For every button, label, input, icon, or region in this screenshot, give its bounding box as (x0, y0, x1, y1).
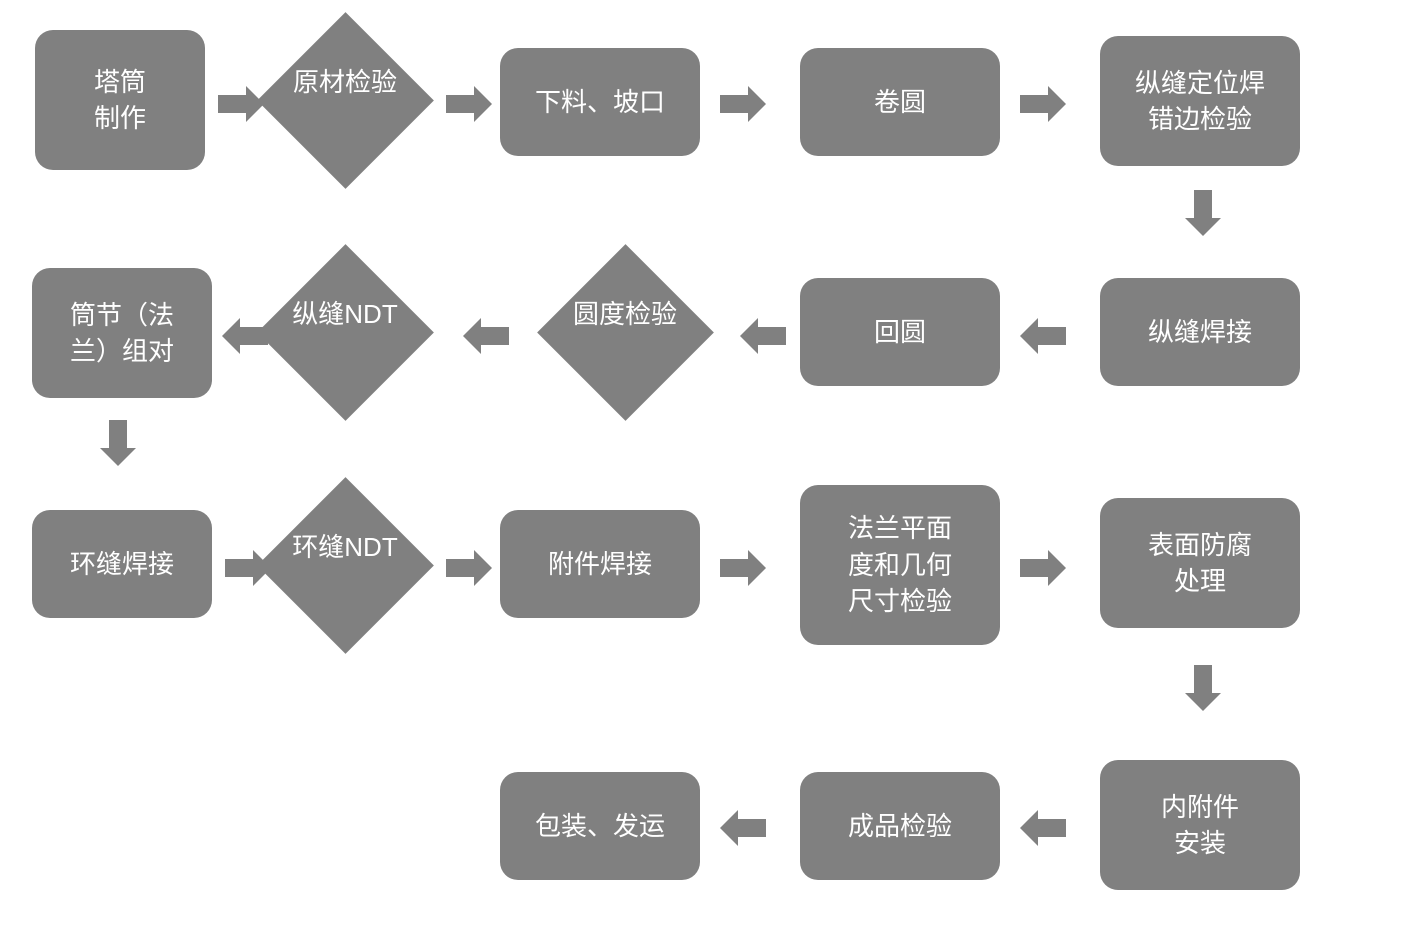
flowchart-node-n17: 成品检验 (800, 772, 1000, 880)
node-label: 卷圆 (874, 84, 926, 120)
node-label: 环缝NDT (275, 529, 415, 565)
node-label: 纵缝定位焊错边检验 (1135, 65, 1265, 138)
node-label: 附件焊接 (548, 546, 652, 582)
node-label: 成品检验 (848, 808, 952, 844)
node-label: 下料、坡口 (535, 84, 665, 120)
flowchart-node-n18: 包装、发运 (500, 772, 700, 880)
flowchart-node-n10: 筒节（法兰）组对 (32, 268, 212, 398)
flowchart-arrow-n5-n6 (1185, 190, 1221, 236)
node-label: 环缝焊接 (70, 546, 174, 582)
node-label: 纵缝NDT (275, 296, 415, 332)
flowchart-node-n14: 法兰平面度和几何尺寸检验 (800, 485, 1000, 645)
flowchart-arrow-n10-n11 (100, 420, 136, 466)
flowchart-node-n16: 内附件安装 (1100, 760, 1300, 890)
flowchart-node-n1: 塔筒制作 (35, 30, 205, 170)
flowchart-arrow-n1-n2 (218, 86, 264, 122)
flowchart-arrow-n12-n13 (446, 550, 492, 586)
node-label: 包装、发运 (535, 808, 665, 844)
flowchart-arrow-n8-n9 (463, 318, 509, 354)
node-label: 内附件安装 (1161, 789, 1239, 862)
flowchart-arrow-n6-n7 (1020, 318, 1066, 354)
flowchart-arrow-n9-n10 (222, 318, 268, 354)
flowchart-arrow-n3-n4 (720, 86, 766, 122)
flowchart-node-n3: 下料、坡口 (500, 48, 700, 156)
flowchart-arrow-n4-n5 (1020, 86, 1066, 122)
flowchart-node-n5: 纵缝定位焊错边检验 (1100, 36, 1300, 166)
flowchart-arrow-n7-n8 (740, 318, 786, 354)
node-label: 原材检验 (275, 64, 415, 100)
flowchart-node-n6: 纵缝焊接 (1100, 278, 1300, 386)
flowchart-canvas: 塔筒制作 原材检验下料、坡口 卷圆 纵缝定位焊错边检验纵缝焊接 回圆 圆度检验 纵缝NDT 筒… (0, 0, 1424, 943)
flowchart-arrow-n17-n18 (720, 810, 766, 846)
node-label: 法兰平面度和几何尺寸检验 (848, 510, 952, 619)
node-label: 筒节（法兰）组对 (70, 297, 174, 370)
flowchart-node-n7: 回圆 (800, 278, 1000, 386)
flowchart-arrow-n14-n15 (1020, 550, 1066, 586)
node-label: 圆度检验 (555, 296, 695, 332)
flowchart-arrow-n2-n3 (446, 86, 492, 122)
node-label: 塔筒制作 (94, 64, 146, 137)
flowchart-node-n11: 环缝焊接 (32, 510, 212, 618)
node-label: 纵缝焊接 (1148, 314, 1252, 350)
flowchart-node-n13: 附件焊接 (500, 510, 700, 618)
flowchart-node-n15: 表面防腐处理 (1100, 498, 1300, 628)
node-label: 回圆 (874, 314, 926, 350)
flowchart-arrow-n11-n12 (225, 550, 271, 586)
node-label: 表面防腐处理 (1148, 527, 1252, 600)
flowchart-node-n4: 卷圆 (800, 48, 1000, 156)
flowchart-arrow-n13-n14 (720, 550, 766, 586)
flowchart-arrow-n16-n17 (1020, 810, 1066, 846)
flowchart-arrow-n15-n16 (1185, 665, 1221, 711)
